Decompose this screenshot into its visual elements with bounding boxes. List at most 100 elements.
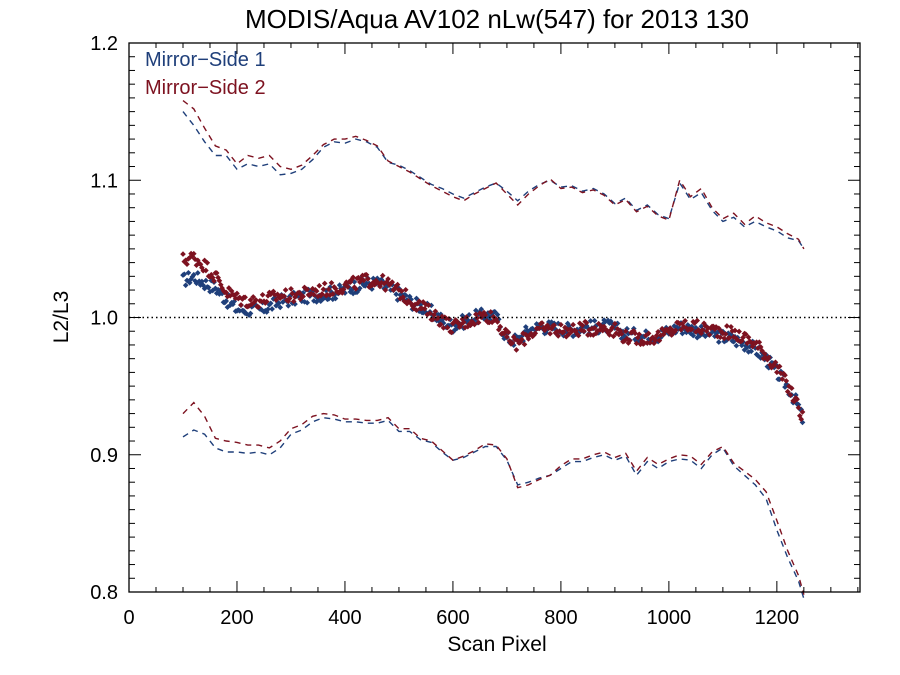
series-2-point xyxy=(532,330,539,337)
series-2-point xyxy=(774,369,780,376)
series-2-point xyxy=(521,341,528,348)
series-2-point xyxy=(794,396,800,403)
y-tick-label-0: 0.8 xyxy=(90,582,118,604)
series-2-point xyxy=(350,274,356,281)
series-2-point xyxy=(787,392,794,398)
series-1-point xyxy=(795,401,802,408)
series-2-point xyxy=(783,378,790,384)
series-2-point xyxy=(259,291,266,298)
legend-mirror-side-2: Mirror−Side 2 xyxy=(145,77,266,99)
series-2-point xyxy=(316,282,323,289)
series-2-point xyxy=(313,288,320,294)
series-2-point xyxy=(736,328,742,335)
series-2-point xyxy=(255,304,262,310)
series-2-point xyxy=(652,337,659,343)
y-axis-label: L2/L3 xyxy=(50,291,73,344)
series-2-point xyxy=(497,323,504,330)
series-2-point xyxy=(558,321,564,328)
y-tick-label-2: 1.0 xyxy=(90,308,118,330)
series-2-point xyxy=(325,286,332,293)
series-1-point xyxy=(332,295,339,302)
series-2-point xyxy=(437,321,444,328)
series-2-point xyxy=(579,322,586,329)
series-2-point xyxy=(394,281,401,288)
series-2-point xyxy=(242,294,248,301)
series-2-point xyxy=(633,340,640,347)
series-2-point xyxy=(425,302,432,309)
series-1-point xyxy=(494,311,501,318)
x-tick-label-4: 800 xyxy=(544,607,577,629)
series-2-point xyxy=(798,416,805,423)
series-2-point xyxy=(389,279,396,285)
series-2-point xyxy=(432,308,439,315)
series-2-point xyxy=(416,298,423,305)
series-2-point xyxy=(340,286,347,293)
series-1-point xyxy=(304,299,311,306)
series-2-point xyxy=(184,261,190,268)
series-1-point xyxy=(748,348,755,355)
series-2-point xyxy=(560,329,567,335)
series-2-point xyxy=(656,337,663,344)
x-tick-label-1: 200 xyxy=(220,607,253,629)
series-2-point xyxy=(509,340,516,346)
series-2-point xyxy=(784,388,791,395)
series-2-point xyxy=(487,309,494,315)
series-2-point xyxy=(385,276,391,282)
series-1-point xyxy=(223,298,230,304)
series-2-point xyxy=(636,331,643,338)
series-2-point xyxy=(513,347,520,353)
series-2-point xyxy=(328,279,335,286)
series-2-point xyxy=(618,330,625,337)
x-axis-label: Scan Pixel xyxy=(447,633,546,656)
series-1-point xyxy=(356,285,363,292)
series-2-point xyxy=(329,291,336,297)
series-2-point xyxy=(570,321,576,328)
axis-ticks: 0 200 400 600 800 1000 1200 0.8 0.9 1.0 1.1 1.2 xyxy=(90,33,860,629)
series-2-point xyxy=(203,267,209,274)
series-1-point xyxy=(267,300,274,307)
series-2-point xyxy=(688,326,695,333)
series-2-point xyxy=(626,337,633,344)
series-2-point xyxy=(551,322,558,329)
x-tick-label-5: 1000 xyxy=(647,607,692,629)
series-2-point xyxy=(494,319,501,325)
series-2-point xyxy=(672,327,679,334)
series-2-point xyxy=(382,287,389,293)
series-2-point xyxy=(190,250,197,257)
series-1-point xyxy=(194,270,201,276)
y-tick-label-3: 1.1 xyxy=(90,170,118,192)
series-2-point xyxy=(732,327,738,334)
series-2-point xyxy=(263,298,270,305)
series-1-point xyxy=(733,342,740,349)
series-2-point xyxy=(555,333,562,339)
series-2-point xyxy=(402,286,409,293)
series-2-point xyxy=(253,297,259,303)
series-2-point xyxy=(448,329,455,336)
x-tick-label-3: 600 xyxy=(436,607,469,629)
series-2-point xyxy=(213,270,220,276)
series-2-point xyxy=(547,330,553,337)
series-2-point xyxy=(379,272,386,279)
series-2-point xyxy=(536,325,543,332)
series-2-point xyxy=(304,286,311,293)
series-2-point xyxy=(539,320,545,326)
series-2-point xyxy=(463,314,470,320)
series-1-point xyxy=(393,291,400,298)
series-2-point xyxy=(296,289,302,296)
series-2-point xyxy=(180,251,186,257)
series-2-point xyxy=(440,325,447,331)
series-2-point xyxy=(238,302,244,308)
series-2-point xyxy=(765,354,772,361)
series-2-point xyxy=(286,295,293,302)
series-1-point xyxy=(190,271,197,278)
series-2-point xyxy=(505,329,512,335)
series-1-point xyxy=(587,318,594,324)
series-2-point xyxy=(581,328,587,334)
series-2-point xyxy=(612,320,618,327)
series-1-point xyxy=(247,310,254,317)
series-2-point xyxy=(282,287,289,293)
series-1 xyxy=(180,111,806,600)
series-2 xyxy=(180,100,806,595)
series-2-point xyxy=(421,305,428,312)
series-2-point xyxy=(717,334,724,341)
